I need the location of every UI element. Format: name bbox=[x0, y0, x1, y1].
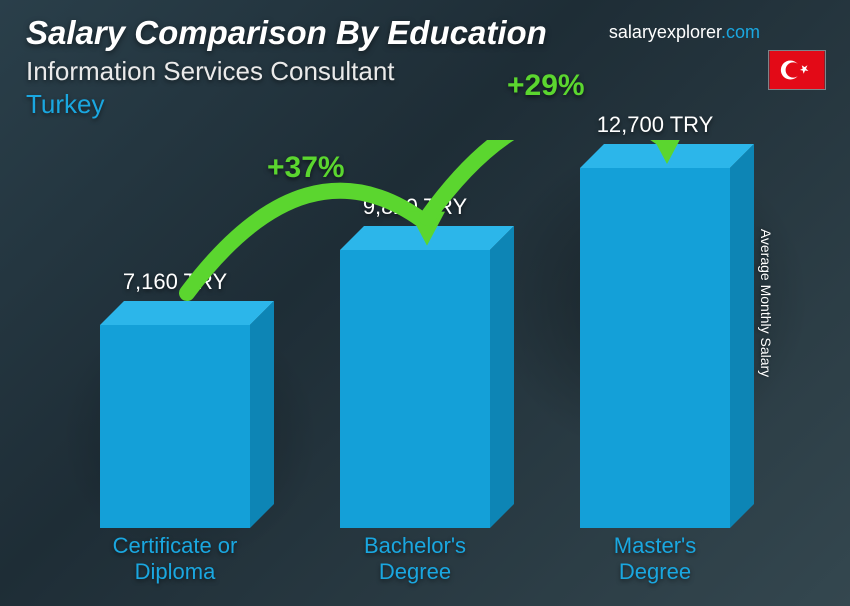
brand-name: salaryexplorer bbox=[609, 22, 721, 42]
job-title: Information Services Consultant bbox=[26, 56, 824, 87]
brand-tld: .com bbox=[721, 22, 760, 42]
brand-watermark: salaryexplorer.com bbox=[609, 22, 760, 43]
bar-value: 12,700 TRY bbox=[565, 112, 745, 138]
bar-chart: 7,160 TRYCertificate orDiploma9,820 TRYB… bbox=[40, 140, 790, 584]
increase-arrow-icon bbox=[40, 140, 800, 600]
country-flag-icon bbox=[768, 50, 826, 90]
increase-percentage: +29% bbox=[507, 69, 585, 103]
